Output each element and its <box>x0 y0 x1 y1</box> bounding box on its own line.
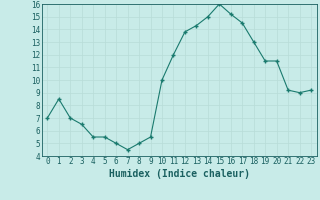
X-axis label: Humidex (Indice chaleur): Humidex (Indice chaleur) <box>109 169 250 179</box>
